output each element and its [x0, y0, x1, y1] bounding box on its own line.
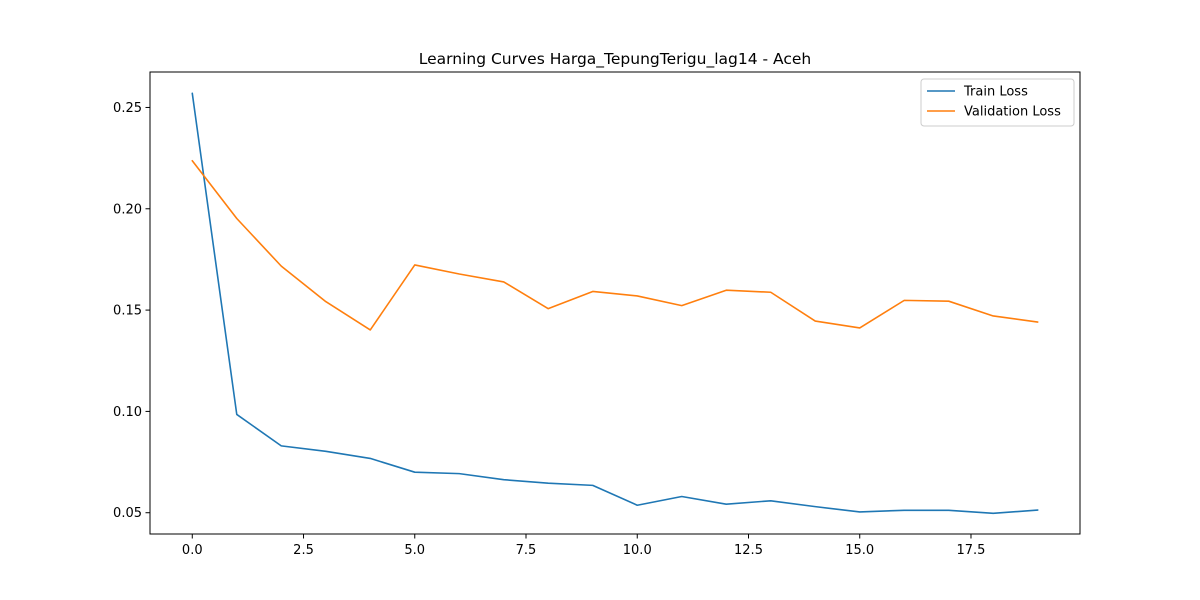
series-line-validation-loss	[191, 159, 1039, 331]
legend: Train Loss Validation Loss	[920, 78, 1075, 127]
series-line-train-loss	[191, 92, 1039, 515]
plot-series	[191, 92, 1039, 515]
y-tick-label: 0.25	[113, 101, 142, 116]
y-tick-label: 0.10	[113, 405, 142, 420]
y-tick-label: 0.05	[113, 506, 142, 521]
x-tick-label: 0.0	[182, 543, 203, 558]
legend-label: Validation Loss	[964, 105, 1061, 120]
y-tick-label: 0.20	[113, 202, 142, 217]
x-tick-label: 10.0	[623, 543, 652, 558]
plot-frame	[149, 71, 1081, 535]
legend-label: Train Loss	[963, 85, 1028, 100]
plot-axes: 0.0 2.5 5.0 7.5 10.0 12.5 15.0 17.5 0.05 0.10 0.15…	[113, 71, 1081, 558]
x-tick-label: 12.5	[734, 543, 763, 558]
x-tick-label: 5.0	[404, 543, 425, 558]
x-tick-label: 17.5	[957, 543, 986, 558]
chart-title: Learning Curves Harga_TepungTerigu_lag14…	[419, 50, 811, 69]
x-tick-label: 2.5	[293, 543, 314, 558]
legend-box	[920, 78, 1075, 127]
x-tick-label: 15.0	[845, 543, 874, 558]
x-tick-label: 7.5	[516, 543, 537, 558]
y-tick-label: 0.15	[113, 304, 142, 319]
